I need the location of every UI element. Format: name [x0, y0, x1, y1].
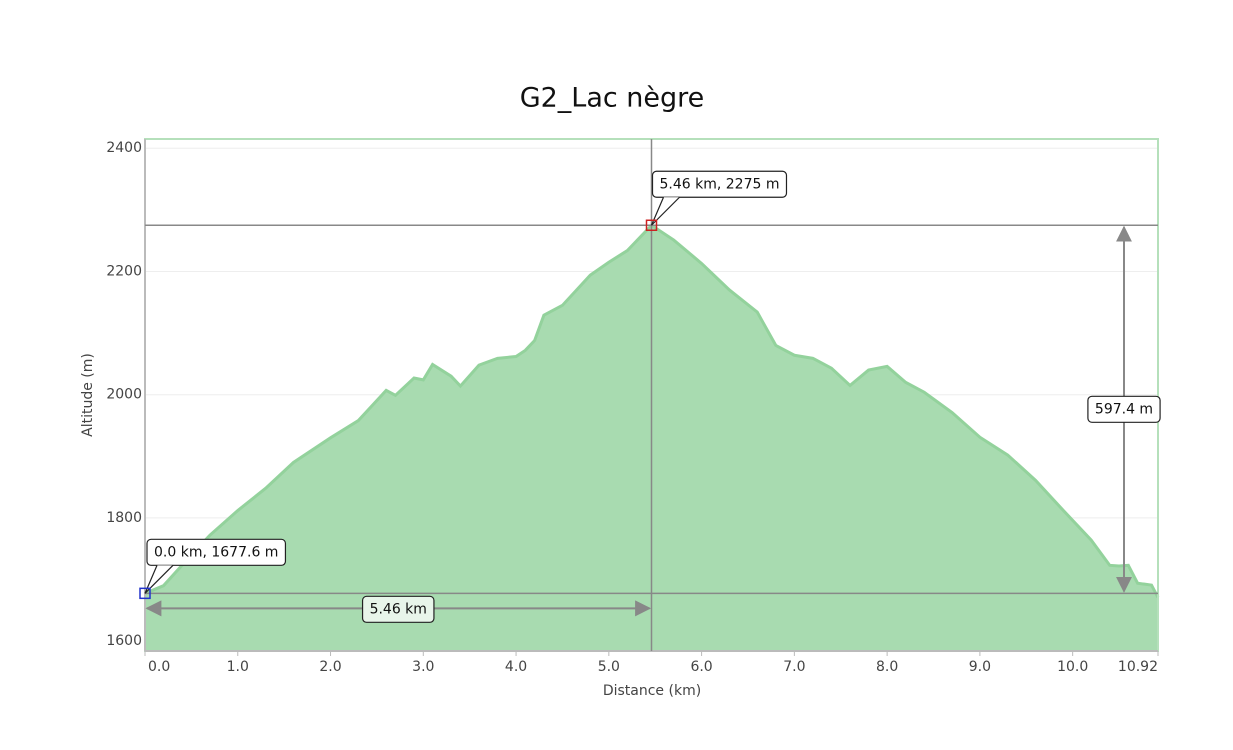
y-tick-label: 1600 — [106, 633, 142, 649]
callout-box — [146, 538, 287, 566]
callout-box — [361, 595, 435, 623]
y-axis-label: Altitude (m) — [80, 353, 96, 437]
callout: 597.4 m — [1087, 395, 1161, 423]
y-tick-label: 2400 — [106, 140, 142, 156]
callout-label: 0.0 km, 1677.6 m — [154, 544, 278, 560]
area-line — [144, 223, 1160, 599]
x-tick-label: 6.0 — [690, 659, 712, 675]
x-tick-label: 5.0 — [598, 659, 620, 675]
chart-title: G2_Lac nègre — [520, 83, 705, 114]
callout: 5.46 km, 2275 m — [650, 170, 788, 226]
x-tick-label: 7.0 — [783, 659, 805, 675]
callout: 5.46 km — [361, 595, 435, 623]
x-tick-label: 8.0 — [876, 659, 898, 675]
x-tick-label: 3.0 — [412, 659, 434, 675]
x-tick-label: 10.0 — [1057, 659, 1088, 675]
x-tick-label: 2.0 — [319, 659, 341, 675]
x-axis-label: Distance (km) — [603, 683, 701, 699]
callout-tail — [650, 196, 680, 226]
x-tick-label: 9.0 — [969, 659, 991, 675]
x-tick-label: 4.0 — [505, 659, 527, 675]
callout: 0.0 km, 1677.6 m — [144, 538, 287, 594]
y-tick-label: 2000 — [106, 387, 142, 403]
y-tick-label: 1800 — [106, 510, 142, 526]
callout-label: 5.46 km — [370, 601, 427, 617]
x-tick-label: 10.92 — [1118, 659, 1158, 675]
callout-label: 597.4 m — [1095, 401, 1153, 417]
x-tick-label: 1.0 — [227, 659, 249, 675]
x-tick-label: 0.0 — [148, 659, 170, 675]
y-tick-label: 2200 — [106, 263, 142, 279]
callout-tail — [144, 564, 174, 594]
callout-label: 5.46 km, 2275 m — [660, 176, 780, 192]
callout-box — [651, 170, 788, 198]
point-marker — [645, 219, 658, 232]
point-marker — [139, 587, 151, 600]
callout-box — [1087, 395, 1161, 423]
